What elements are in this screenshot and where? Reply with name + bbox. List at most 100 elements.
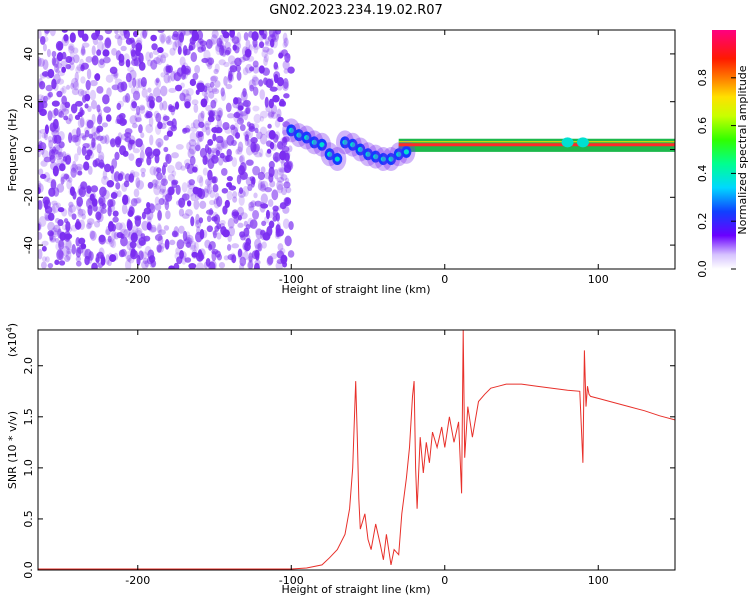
noise-speckle (238, 187, 244, 194)
noise-speckle (40, 160, 48, 167)
signal-peak (304, 134, 310, 141)
noise-speckle (73, 153, 79, 162)
noise-speckle (171, 179, 179, 185)
noise-speckle (282, 149, 291, 161)
noise-speckle (183, 98, 191, 107)
noise-speckle (103, 106, 111, 113)
noise-speckle (84, 129, 90, 138)
noise-speckle (61, 51, 67, 60)
noise-speckle (51, 205, 56, 215)
noise-speckle (141, 81, 147, 90)
noise-speckle (256, 131, 263, 140)
noise-speckle (218, 59, 226, 66)
noise-speckle (65, 117, 72, 125)
signal-peak (296, 132, 302, 138)
noise-speckle (226, 182, 232, 188)
noise-speckle (196, 30, 204, 41)
noise-speckle (104, 37, 112, 49)
colorbar-tick-label: 0.4 (696, 165, 709, 183)
noise-speckle (242, 87, 247, 98)
noise-speckle (274, 30, 282, 35)
noise-speckle (91, 55, 99, 66)
noise-speckle (160, 85, 168, 97)
noise-speckle (267, 199, 274, 207)
noise-speckle (208, 240, 216, 250)
noise-speckle (102, 169, 108, 180)
y-tick-label: 0.0 (22, 561, 35, 579)
noise-speckle (207, 62, 213, 70)
noise-speckle (250, 200, 257, 208)
noise-speckle (132, 148, 140, 154)
signal-track (282, 118, 675, 172)
noise-speckle (231, 243, 240, 249)
noise-speckle (71, 77, 79, 89)
noise-speckle (38, 248, 43, 260)
signal-peak (365, 151, 371, 157)
noise-speckle (145, 123, 154, 134)
noise-speckle (39, 35, 46, 45)
noise-speckle (73, 81, 79, 91)
noise-speckle (195, 144, 201, 152)
y-tick-label: 0.5 (22, 510, 35, 528)
noise-speckle (98, 235, 107, 245)
noise-speckle (128, 153, 135, 161)
signal-blob (576, 137, 589, 148)
noise-speckle (104, 30, 113, 35)
noise-speckle (152, 148, 161, 157)
noise-speckle (86, 149, 93, 157)
noise-speckle (237, 141, 244, 153)
noise-speckle (176, 67, 184, 77)
noise-speckle (55, 62, 63, 69)
noise-speckle (136, 254, 141, 266)
noise-speckle (72, 190, 77, 200)
noise-speckle (141, 220, 149, 231)
noise-speckle (204, 122, 210, 131)
noise-speckle (280, 187, 288, 196)
noise-speckle (91, 132, 98, 142)
noise-speckle (52, 230, 59, 238)
noise-speckle (126, 139, 134, 148)
noise-speckle (59, 231, 67, 241)
noise-speckle (214, 192, 220, 201)
noise-speckle (207, 158, 215, 170)
noise-speckle (260, 166, 266, 174)
noise-speckle (111, 84, 120, 91)
noise-speckle (216, 37, 223, 48)
noise-speckle (271, 189, 279, 201)
noise-speckle (115, 182, 121, 190)
noise-speckle (237, 214, 242, 221)
noise-speckle (222, 205, 228, 215)
noise-speckle (190, 216, 195, 227)
noise-speckle (159, 101, 164, 111)
noise-speckle (162, 100, 168, 111)
noise-speckle (274, 134, 279, 141)
noise-speckle (103, 163, 112, 173)
noise-speckle (282, 218, 290, 229)
noise-speckle (54, 63, 60, 73)
noise-speckle (227, 73, 235, 82)
noise-speckle (51, 50, 57, 58)
noise-speckle (137, 78, 143, 89)
noise-speckle (38, 81, 46, 90)
noise-speckle (75, 100, 83, 107)
noise-speckle (88, 133, 94, 139)
noise-speckle (197, 131, 204, 142)
noise-speckle (196, 133, 203, 143)
noise-speckle (188, 44, 194, 51)
noise-speckle (156, 172, 163, 181)
noise-speckle (75, 66, 81, 74)
noise-speckle (226, 243, 232, 251)
noise-speckle (135, 227, 143, 237)
noise-speckle (252, 65, 260, 74)
y-tick-label: -20 (22, 188, 35, 206)
noise-speckle (257, 182, 266, 191)
noise-speckle (250, 137, 258, 144)
y-tick-label: 0 (22, 146, 35, 153)
colorbar-tick-label: 0.6 (696, 117, 709, 135)
noise-speckle (199, 200, 207, 209)
noise-speckle (213, 68, 219, 75)
noise-speckle (159, 242, 166, 249)
noise-speckle (107, 235, 112, 243)
noise-speckle (71, 134, 79, 143)
noise-speckle (85, 188, 93, 198)
